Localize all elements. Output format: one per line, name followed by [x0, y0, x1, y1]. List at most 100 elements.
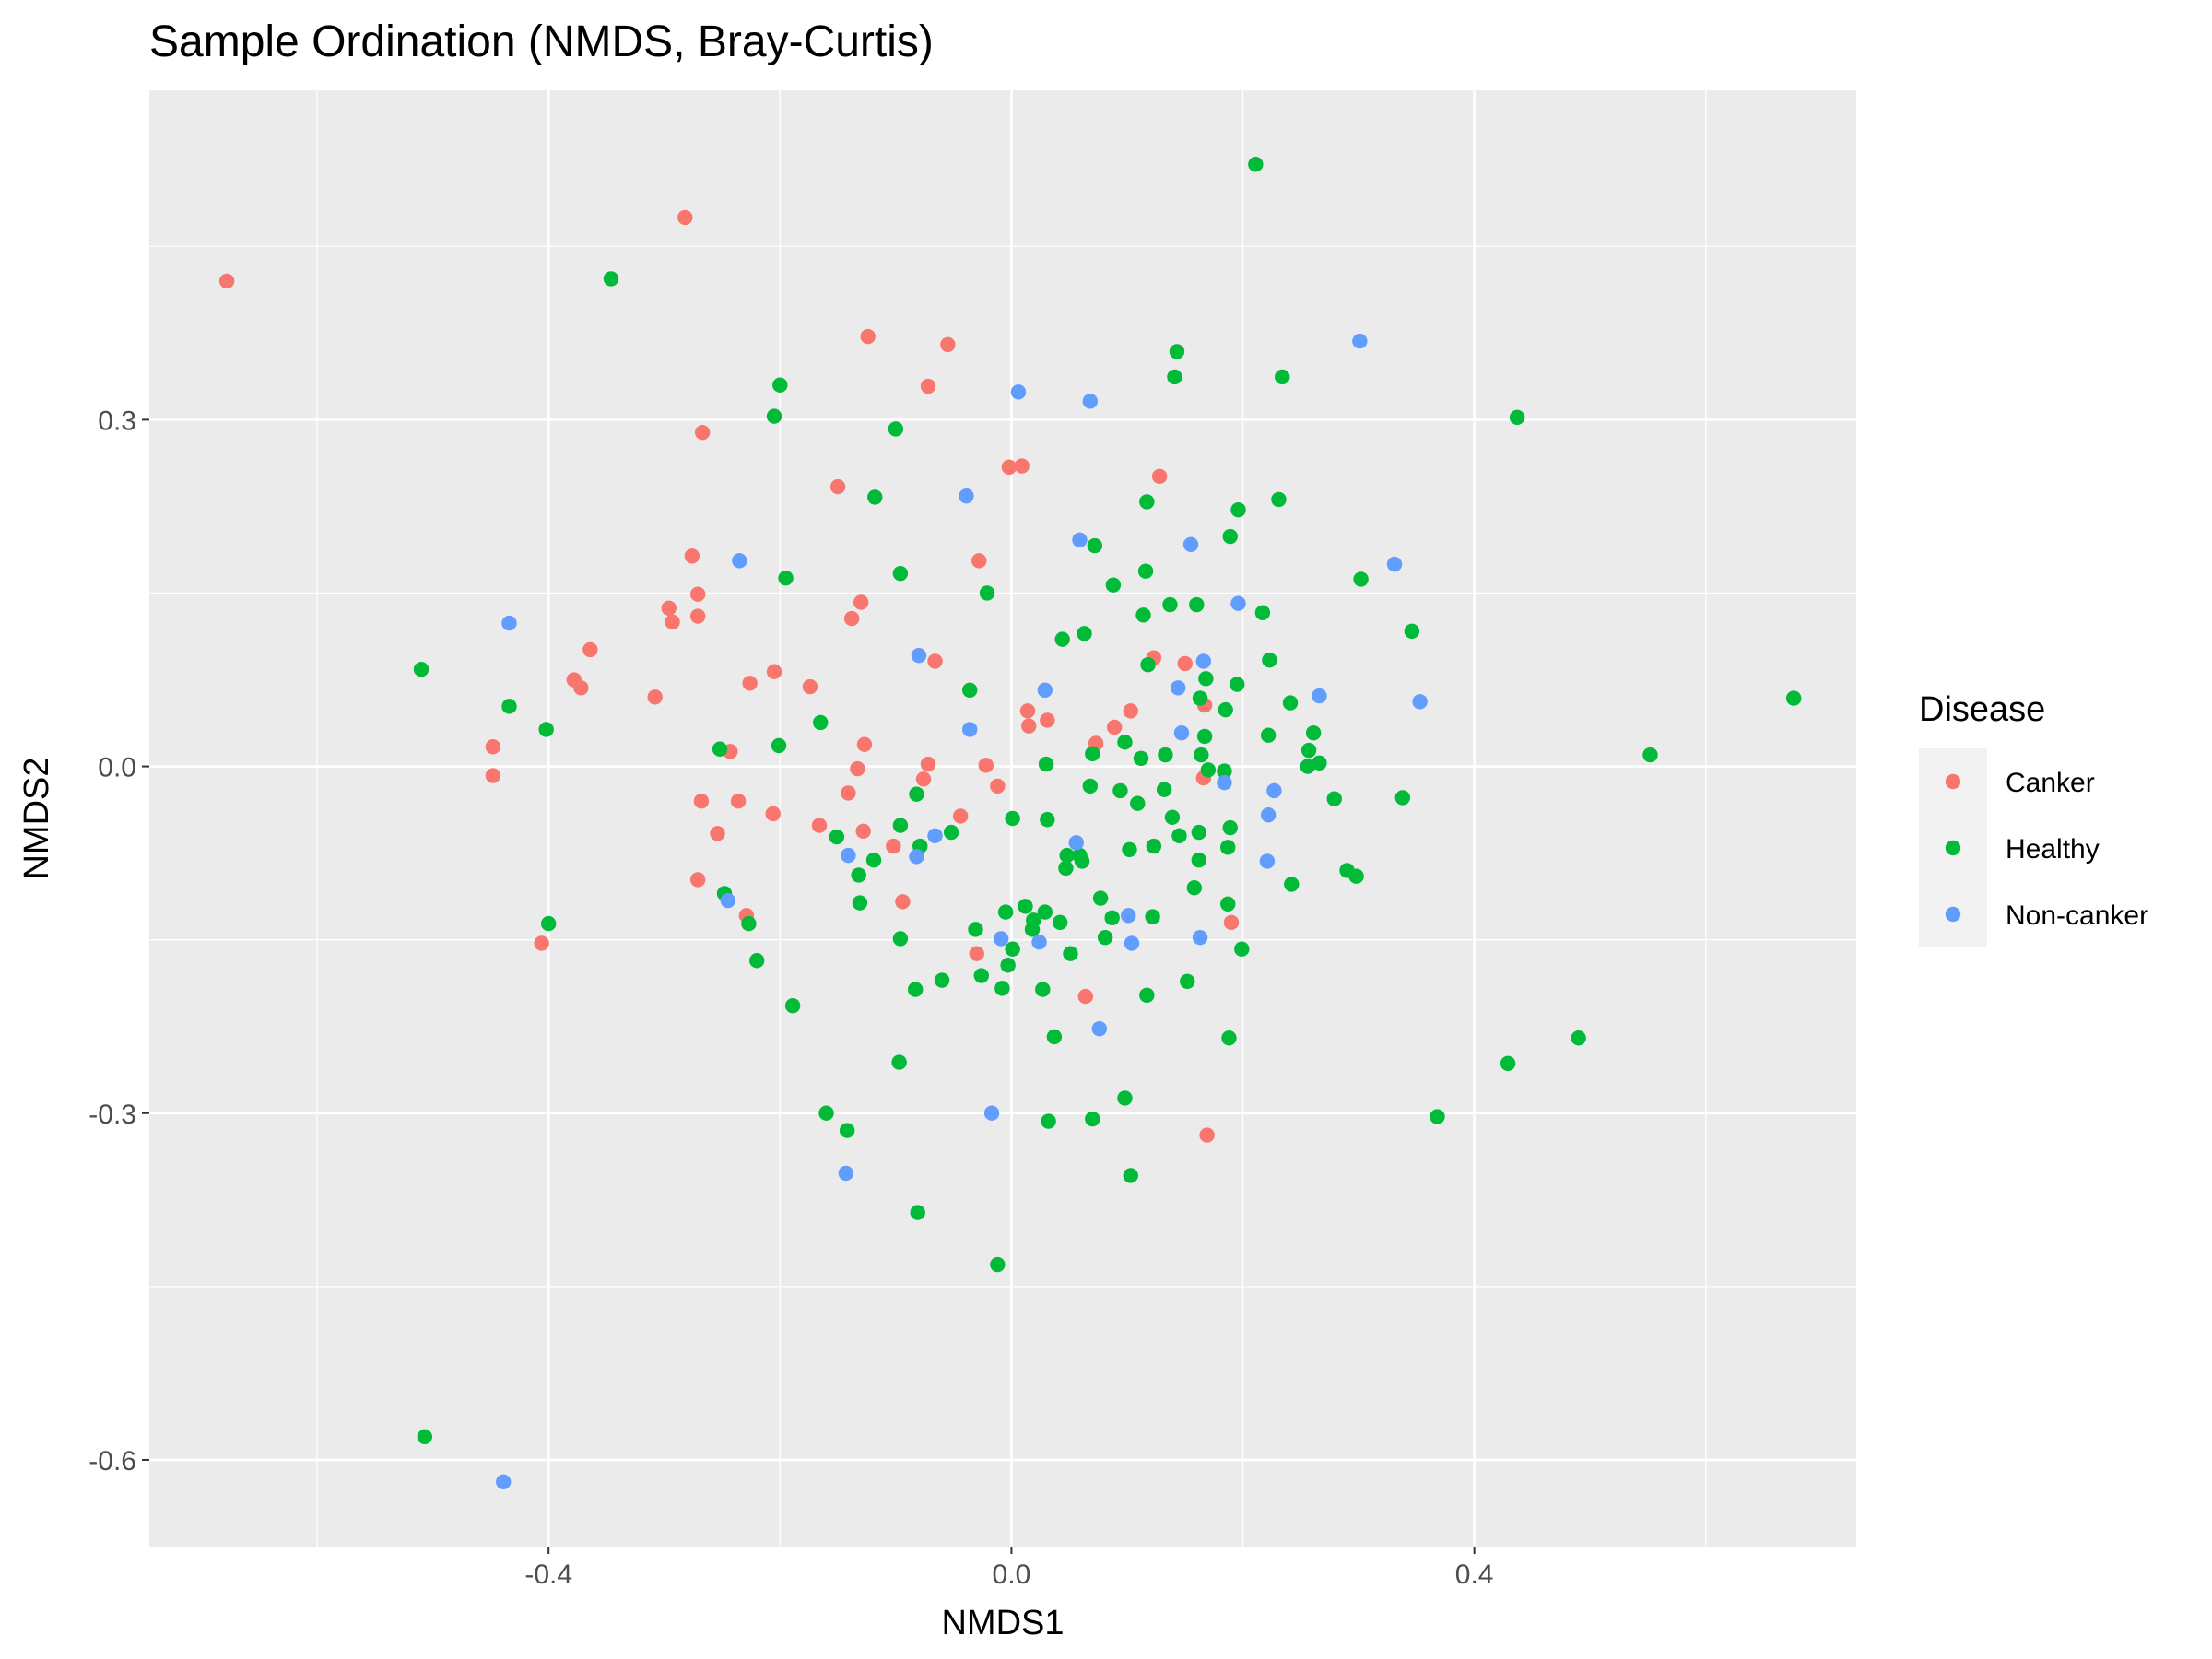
point-healthy-4 [1275, 369, 1290, 385]
point-healthy-18 [1353, 571, 1369, 587]
point-healthy-80 [865, 852, 882, 868]
point-non-canker-26 [720, 892, 735, 909]
point-canker-43 [990, 778, 1006, 794]
point-healthy-130 [1123, 1168, 1138, 1183]
point-healthy-108 [748, 953, 765, 969]
point-canker-25 [802, 678, 818, 695]
point-healthy-35 [1282, 695, 1299, 711]
point-healthy-106 [1234, 941, 1250, 957]
point-healthy-45 [1117, 735, 1133, 750]
point-canker-9 [1151, 468, 1168, 485]
point-non-canker-9 [501, 615, 517, 631]
point-canker-50 [710, 826, 725, 841]
point-canker-23 [766, 664, 782, 679]
point-non-canker-0 [1352, 333, 1368, 349]
point-healthy-120 [1046, 1029, 1063, 1045]
point-canker-44 [841, 785, 856, 801]
point-healthy-125 [818, 1105, 834, 1121]
point-canker-41 [850, 760, 865, 777]
point-healthy-83 [1074, 853, 1090, 869]
point-healthy-91 [1018, 899, 1033, 914]
x-tick-label-0: -0.4 [524, 1559, 572, 1590]
legend-label-healthy: Healthy [2006, 834, 2100, 865]
point-canker-28 [1123, 703, 1138, 719]
point-healthy-46 [1642, 747, 1658, 763]
point-non-canker-1 [1010, 384, 1027, 400]
point-healthy-124 [1117, 1090, 1133, 1106]
point-non-canker-15 [1312, 688, 1327, 704]
point-healthy-123 [1500, 1055, 1516, 1072]
point-healthy-47 [1300, 742, 1317, 759]
point-healthy-54 [1312, 755, 1327, 771]
point-healthy-13 [1222, 528, 1238, 545]
point-healthy-88 [1284, 877, 1300, 892]
point-healthy-115 [994, 981, 1010, 996]
point-non-canker-20 [1260, 807, 1277, 823]
point-healthy-59 [1112, 782, 1128, 799]
legend-label-canker: Canker [2006, 768, 2095, 798]
x-tick-label-2: 0.4 [1455, 1559, 1494, 1590]
point-canker-48 [811, 818, 828, 833]
point-healthy-40 [813, 714, 829, 731]
point-canker-49 [855, 823, 871, 839]
point-healthy-100 [741, 915, 757, 932]
point-canker-42 [915, 771, 932, 787]
point-canker-15 [665, 614, 680, 630]
point-non-canker-23 [909, 849, 924, 865]
point-non-canker-29 [993, 931, 1009, 947]
point-healthy-86 [1348, 868, 1364, 884]
point-healthy-98 [1104, 910, 1120, 926]
point-healthy-44 [771, 737, 787, 754]
point-healthy-122 [891, 1054, 907, 1070]
y-tick-label-2: 0.0 [98, 753, 136, 783]
point-non-canker-19 [1266, 782, 1282, 799]
point-canker-2 [860, 328, 876, 345]
point-canker-16 [689, 586, 706, 602]
point-non-canker-24 [927, 828, 943, 844]
point-healthy-107 [1005, 941, 1020, 957]
point-non-canker-34 [838, 1165, 854, 1182]
point-healthy-48 [1085, 746, 1100, 761]
y-tick-label-0: -0.6 [88, 1446, 136, 1477]
point-non-canker-13 [1171, 680, 1186, 696]
legend-label-non-canker: Non-canker [2006, 900, 2148, 931]
point-healthy-2 [1169, 344, 1185, 359]
point-healthy-61 [909, 786, 924, 802]
point-non-canker-2 [1082, 394, 1098, 409]
plot-panel [149, 90, 1856, 1547]
point-healthy-50 [1194, 747, 1209, 763]
point-healthy-131 [910, 1205, 925, 1220]
point-healthy-71 [943, 824, 959, 841]
point-canker-38 [485, 768, 501, 783]
point-canker-39 [920, 756, 936, 772]
point-healthy-57 [1217, 763, 1232, 779]
point-healthy-19 [1105, 577, 1122, 593]
point-healthy-24 [1135, 607, 1151, 623]
axis-ticks: -0.4 0.0 0.4 -0.6 -0.3 0.0 0.3 [88, 406, 1493, 1590]
point-healthy-9 [867, 489, 883, 505]
point-healthy-101 [968, 922, 983, 937]
x-axis-title: NMDS1 [941, 1604, 1064, 1642]
point-canker-59 [969, 946, 984, 961]
point-canker-27 [1040, 712, 1055, 728]
point-healthy-102 [1052, 914, 1068, 931]
point-healthy-70 [829, 829, 845, 845]
point-healthy-6 [1509, 409, 1525, 426]
legend-key-healthy [1945, 840, 1961, 856]
point-healthy-10 [1139, 494, 1155, 510]
point-healthy-27 [1054, 631, 1070, 647]
point-canker-30 [1106, 719, 1123, 735]
point-healthy-96 [997, 904, 1014, 920]
point-healthy-94 [852, 895, 868, 911]
point-healthy-5 [772, 377, 788, 393]
point-canker-58 [1223, 914, 1240, 931]
point-healthy-110 [1097, 929, 1113, 946]
grid-major [149, 90, 1856, 1547]
point-healthy-52 [1133, 750, 1149, 766]
legend-key-canker [1945, 773, 1961, 790]
point-healthy-17 [892, 565, 909, 582]
point-healthy-97 [1145, 909, 1160, 924]
point-canker-51 [952, 808, 969, 824]
point-healthy-117 [1139, 987, 1155, 1004]
